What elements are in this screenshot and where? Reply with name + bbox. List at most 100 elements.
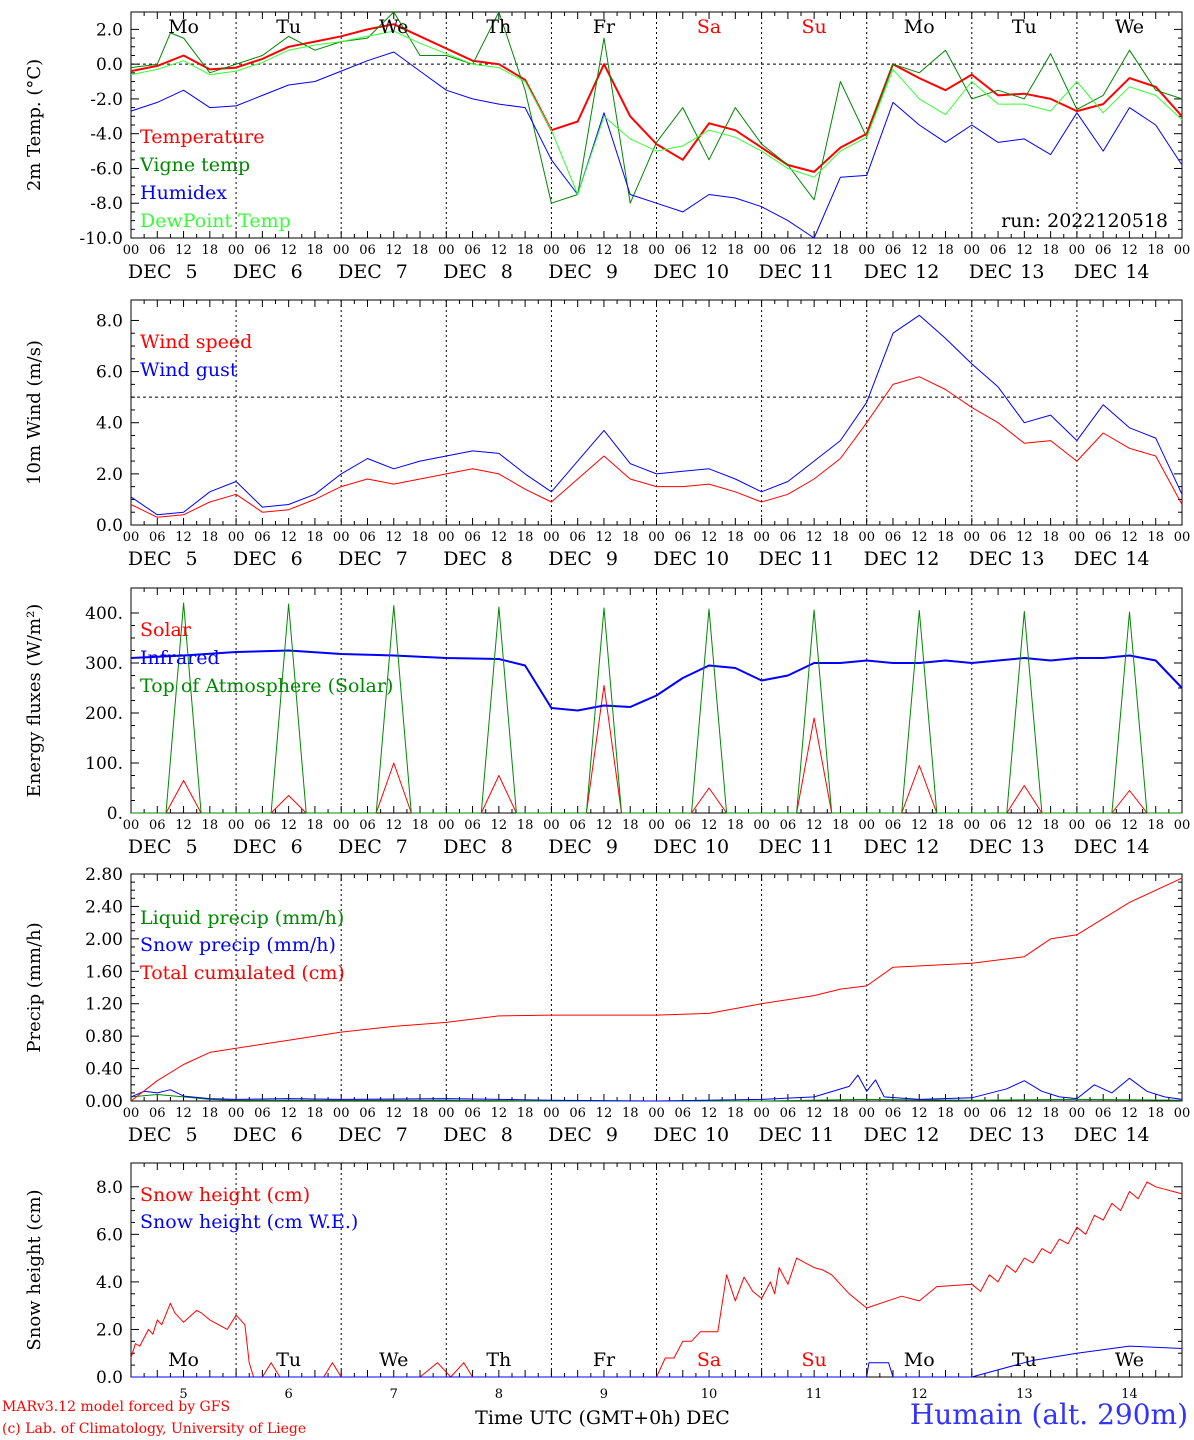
y-axis-label: 2m Temp. (°C) [24, 59, 45, 191]
day-label: 10 [705, 1124, 729, 1146]
day-label: 12 [915, 548, 939, 570]
day-label: 8 [501, 836, 513, 858]
hour-tick-label: 06 [885, 818, 902, 833]
month-label: DEC [759, 1124, 803, 1146]
hour-tick-label: 18 [727, 243, 744, 258]
hour-tick-label: 06 [780, 530, 797, 545]
weekday-label: Su [802, 1349, 827, 1371]
hour-tick-label: 06 [990, 530, 1007, 545]
series-line [130, 1094, 1183, 1102]
hour-tick-label: 00 [753, 1106, 770, 1121]
legend-entry: DewPoint Temp [140, 210, 291, 232]
hour-tick-label: 12 [596, 1106, 613, 1121]
hour-tick-label: 06 [780, 1106, 797, 1121]
hour-tick-label: 18 [622, 1106, 639, 1121]
y-tick-label: 4.0 [96, 1273, 123, 1293]
day-label: 11 [810, 261, 834, 283]
hour-tick-label: 00 [1174, 530, 1191, 545]
hour-tick-label: 06 [1095, 243, 1112, 258]
hour-tick-label: 12 [701, 530, 718, 545]
y-tick-label: 0. [107, 804, 123, 824]
hour-tick-label: 00 [228, 530, 245, 545]
day-label: 10 [705, 836, 729, 858]
series-line [130, 11, 1183, 204]
hour-tick-label: 18 [832, 530, 849, 545]
y-tick-label: 400. [85, 604, 123, 624]
month-label: DEC [338, 261, 382, 283]
hour-tick-label: 00 [228, 243, 245, 258]
hour-tick-label: 18 [832, 1106, 849, 1121]
hour-tick-label: 06 [359, 818, 376, 833]
panel-3: 400. 300. 200. 100. 0. Energy fluxes (W/m²) So… [24, 587, 1191, 858]
day-label: 13 [1020, 1124, 1044, 1146]
hour-tick-label: 06 [254, 243, 271, 258]
hour-tick-label: 06 [675, 818, 692, 833]
legend-entry: Top of Atmosphere (Solar) [140, 675, 393, 697]
hour-tick-label: 18 [307, 818, 324, 833]
hour-tick-label: 12 [385, 243, 402, 258]
hour-tick-label: 18 [1042, 1106, 1059, 1121]
bottom-day-label: 5 [179, 1387, 187, 1402]
month-label: DEC [1074, 1124, 1118, 1146]
hour-tick-label: 00 [228, 818, 245, 833]
hour-tick-label: 00 [753, 530, 770, 545]
hour-tick-label: 12 [1121, 818, 1138, 833]
hour-tick-label: 12 [1016, 243, 1033, 258]
hour-tick-label: 00 [858, 818, 875, 833]
hour-tick-label: 00 [1174, 818, 1191, 833]
bottom-day-label: 10 [701, 1387, 718, 1402]
hour-tick-label: 00 [543, 243, 560, 258]
month-label: DEC [128, 548, 172, 570]
hour-tick-label: 06 [1095, 530, 1112, 545]
hour-tick-label: 12 [806, 243, 823, 258]
hour-tick-label: 12 [911, 1106, 928, 1121]
y-axis-label: 10m Wind (m/s) [24, 340, 45, 485]
lab-credit: (c) Lab. of Climatology, University of L… [2, 1421, 307, 1437]
hour-tick-label: 06 [254, 530, 271, 545]
y-tick-label: -6.0 [90, 159, 123, 179]
hour-tick-label: 12 [280, 530, 297, 545]
hour-tick-label: 18 [937, 1106, 954, 1121]
x-axis-label: Time UTC (GMT+0h) [475, 1407, 681, 1429]
month-label: DEC [233, 836, 277, 858]
legend-entry: Wind gust [140, 359, 238, 381]
hour-tick-label: 12 [491, 818, 508, 833]
hour-tick-label: 06 [675, 243, 692, 258]
series-line [130, 23, 1183, 173]
series-line [130, 649, 1183, 712]
weekday-label: Th [486, 1349, 511, 1371]
month-label: DEC [653, 836, 697, 858]
hour-tick-label: 00 [1069, 818, 1086, 833]
y-tick-label: 6.0 [96, 1225, 123, 1245]
y-tick-label: 0.0 [96, 516, 123, 536]
weekday-label: Tu [276, 1349, 301, 1371]
y-tick-label: 1.20 [85, 995, 123, 1015]
day-label: 5 [186, 548, 198, 570]
hour-tick-label: 06 [359, 530, 376, 545]
hour-tick-label: 12 [1121, 530, 1138, 545]
day-label: 5 [186, 1124, 198, 1146]
hour-tick-label: 00 [1069, 1106, 1086, 1121]
hour-tick-label: 18 [412, 243, 429, 258]
hour-tick-label: 18 [1147, 530, 1164, 545]
hour-tick-label: 00 [964, 818, 981, 833]
hour-tick-label: 00 [648, 243, 665, 258]
panel-1: 2.0 0.0 -2.0 -4.0 -6.0 -8.0 -10.0 2m Temp. (°C)… [24, 11, 1190, 283]
weekday-label: We [1115, 16, 1144, 38]
month-label: DEC [548, 1124, 592, 1146]
y-tick-label: 2.0 [96, 465, 123, 485]
hour-tick-label: 12 [491, 243, 508, 258]
day-label: 11 [810, 548, 834, 570]
y-axis-label: Precip (mm/h) [24, 922, 45, 1052]
month-label: DEC [233, 548, 277, 570]
hour-tick-label: 00 [438, 818, 455, 833]
hour-tick-label: 06 [149, 818, 166, 833]
hour-tick-label: 06 [990, 818, 1007, 833]
hour-tick-label: 06 [464, 818, 481, 833]
hour-tick-label: 12 [701, 1106, 718, 1121]
month-label: DEC [864, 548, 908, 570]
legend-entry: Liquid precip (mm/h) [140, 907, 344, 929]
hour-tick-label: 06 [990, 1106, 1007, 1121]
hour-tick-label: 00 [123, 818, 140, 833]
